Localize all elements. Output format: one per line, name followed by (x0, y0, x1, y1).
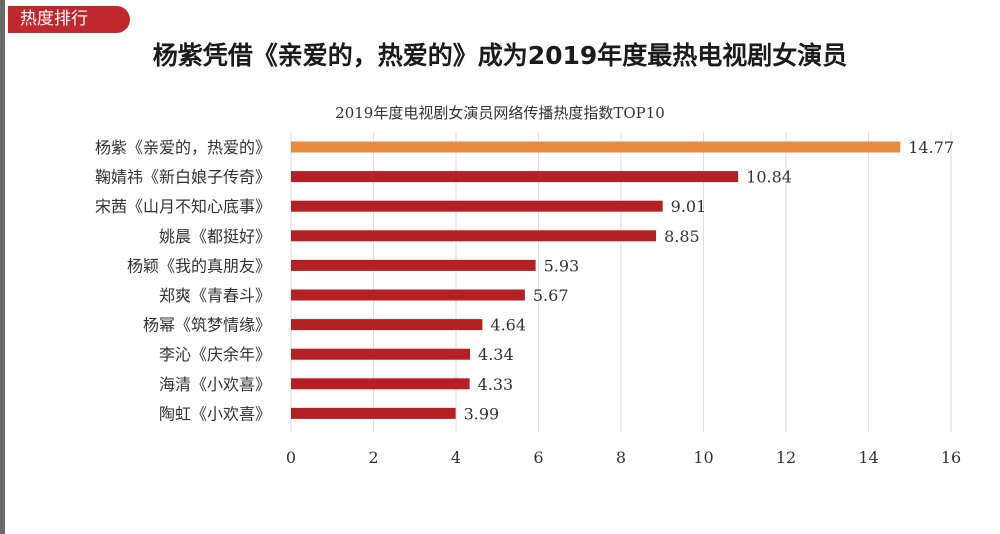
bar-chart: 2019年度电视剧女演员网络传播热度指数TOP10 0 2 4 6 8 10 12 14 16 杨紫… (95, 104, 961, 467)
bar (291, 378, 470, 390)
chart-title: 2019年度电视剧女演员网络传播热度指数TOP10 (335, 104, 665, 122)
x-tick-label: 2 (368, 448, 378, 467)
x-tick-label: 4 (451, 448, 461, 467)
x-tick-label: 16 (941, 448, 961, 467)
ranking-badge: 热度排行 (8, 6, 130, 33)
x-tick-label: 0 (286, 448, 296, 467)
value-label: 4.64 (490, 316, 526, 335)
bar (291, 289, 525, 301)
value-label: 4.33 (478, 375, 514, 394)
value-label: 3.99 (464, 404, 500, 423)
bar (291, 200, 663, 212)
bar (291, 230, 657, 242)
left-edge-rule (0, 0, 5, 534)
category-label: 李沁《庆余年》 (159, 345, 271, 364)
bar (291, 348, 471, 360)
category-label: 杨幂《筑梦情缘》 (143, 316, 271, 335)
category-label: 姚晨《都挺好》 (159, 227, 271, 246)
category-label: 宋茜《山月不知心底事》 (95, 197, 271, 216)
value-label: 4.34 (478, 345, 514, 364)
page-headline: 杨紫凭借《亲爱的，热爱的》成为2019年度最热电视剧女演员 (152, 41, 848, 70)
x-tick-label: 14 (858, 448, 878, 467)
bar (291, 141, 901, 153)
category-label: 鞠婧祎《新白娘子传奇》 (95, 168, 271, 187)
value-label: 8.85 (664, 227, 700, 246)
category-label: 杨紫《亲爱的，热爱的》 (95, 138, 271, 157)
x-tick-label: 8 (616, 448, 626, 467)
x-tick-label: 12 (776, 448, 796, 467)
value-label: 5.67 (533, 286, 569, 305)
value-label: 14.77 (908, 138, 954, 157)
bar (291, 171, 739, 183)
bar (291, 319, 483, 331)
value-label: 5.93 (544, 256, 580, 275)
bar (291, 407, 456, 419)
category-label: 杨颖《我的真朋友》 (127, 256, 271, 275)
category-label: 海清《小欢喜》 (159, 375, 271, 394)
value-label: 9.01 (671, 197, 707, 216)
category-label: 郑爽《青春斗》 (159, 286, 271, 305)
x-tick-label: 6 (533, 448, 543, 467)
category-label: 陶虹《小欢喜》 (159, 404, 271, 423)
bar (291, 259, 536, 271)
x-tick-label: 10 (693, 448, 713, 467)
value-label: 10.84 (746, 168, 792, 187)
